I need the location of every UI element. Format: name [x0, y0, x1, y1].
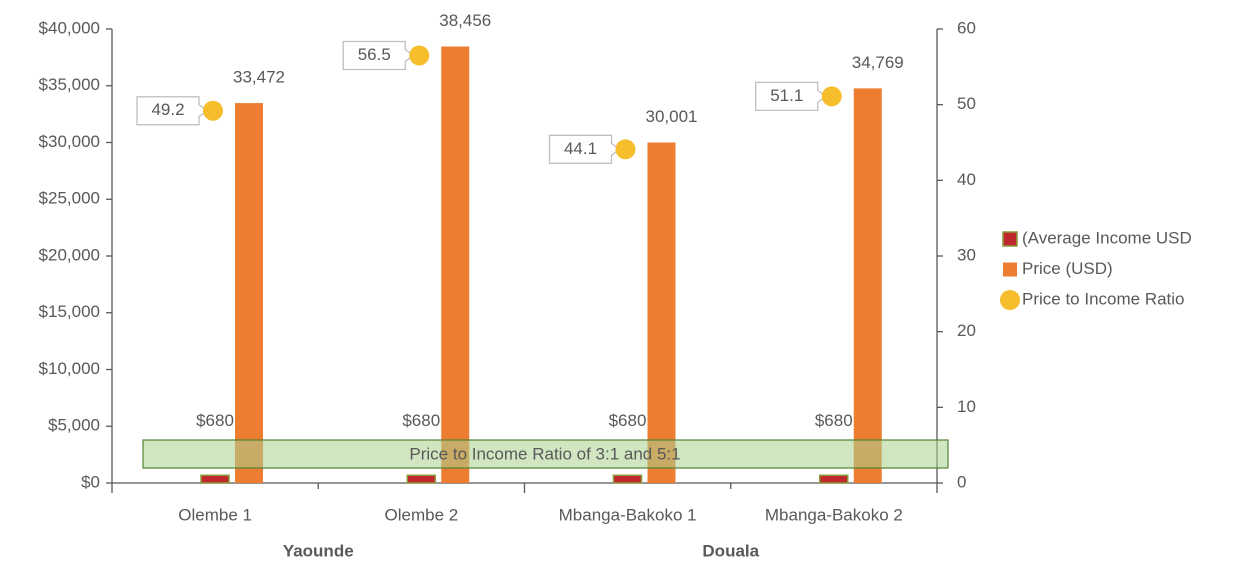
label-box — [136, 96, 209, 126]
legend-label: (Average Income USD — [1022, 228, 1192, 247]
bar — [441, 46, 470, 483]
y-tick-label: $40,000 — [39, 18, 100, 37]
legend-swatch — [1003, 262, 1017, 277]
y-tick-label: $30,000 — [39, 132, 100, 151]
legend-swatch — [1000, 290, 1020, 310]
y-tick-label: $10,000 — [39, 359, 100, 378]
x-tick-label: Olembe 1 — [178, 505, 252, 524]
y2-tick-label: 60 — [957, 18, 976, 37]
data-label: $680 — [815, 411, 853, 430]
group-label: Douala — [702, 541, 759, 560]
bar — [200, 474, 230, 484]
point — [821, 86, 842, 107]
point — [203, 100, 223, 121]
y-tick-label: $15,000 — [39, 302, 100, 321]
y2-tick-label: 10 — [957, 397, 976, 416]
x-tick-label: Mbanga-Bakoko 1 — [559, 505, 697, 524]
y-tick-label: $25,000 — [39, 189, 100, 208]
annotation-box — [142, 439, 949, 469]
data-label: 56.5 — [358, 45, 391, 64]
data-label: $680 — [402, 411, 440, 430]
point — [615, 139, 636, 160]
data-label: 51.1 — [770, 86, 803, 105]
data-label: 44.1 — [564, 139, 597, 158]
legend-swatch — [1002, 231, 1018, 247]
data-label: $680 — [196, 411, 234, 430]
data-label: 34,769 — [852, 53, 904, 72]
legend-label: Price to Income Ratio — [1022, 289, 1185, 308]
data-label: 30,001 — [646, 107, 698, 126]
annotation: Price to Income Ratio of 3:1 and 5:1 — [409, 444, 680, 463]
y2-tick-label: 40 — [957, 170, 976, 189]
y2-tick-label: 0 — [957, 472, 966, 491]
label-box — [548, 134, 621, 164]
bar — [819, 474, 849, 484]
data-label: 38,456 — [439, 11, 491, 30]
y-tick-label: $0 — [81, 472, 100, 491]
data-label: 33,472 — [233, 68, 285, 87]
legend-label: Price (USD) — [1022, 259, 1113, 278]
y-tick-label: $20,000 — [39, 245, 100, 264]
group-label: Yaounde — [283, 541, 354, 560]
x-tick-label: Olembe 2 — [385, 505, 459, 524]
y2-tick-label: 20 — [957, 321, 976, 340]
bar — [853, 88, 882, 483]
point — [409, 45, 430, 66]
y-tick-label: $35,000 — [39, 75, 100, 94]
bar — [235, 103, 263, 483]
y2-tick-label: 30 — [957, 245, 976, 264]
bar — [612, 474, 643, 484]
data-label: $680 — [609, 411, 647, 430]
x-tick-label: Mbanga-Bakoko 2 — [765, 505, 903, 524]
label-box — [342, 40, 415, 71]
bar — [647, 142, 676, 483]
y2-tick-label: 50 — [957, 94, 976, 113]
label-box — [755, 81, 827, 111]
bar — [406, 474, 436, 484]
y-tick-label: $5,000 — [48, 416, 100, 435]
data-label: 49.2 — [151, 100, 184, 119]
